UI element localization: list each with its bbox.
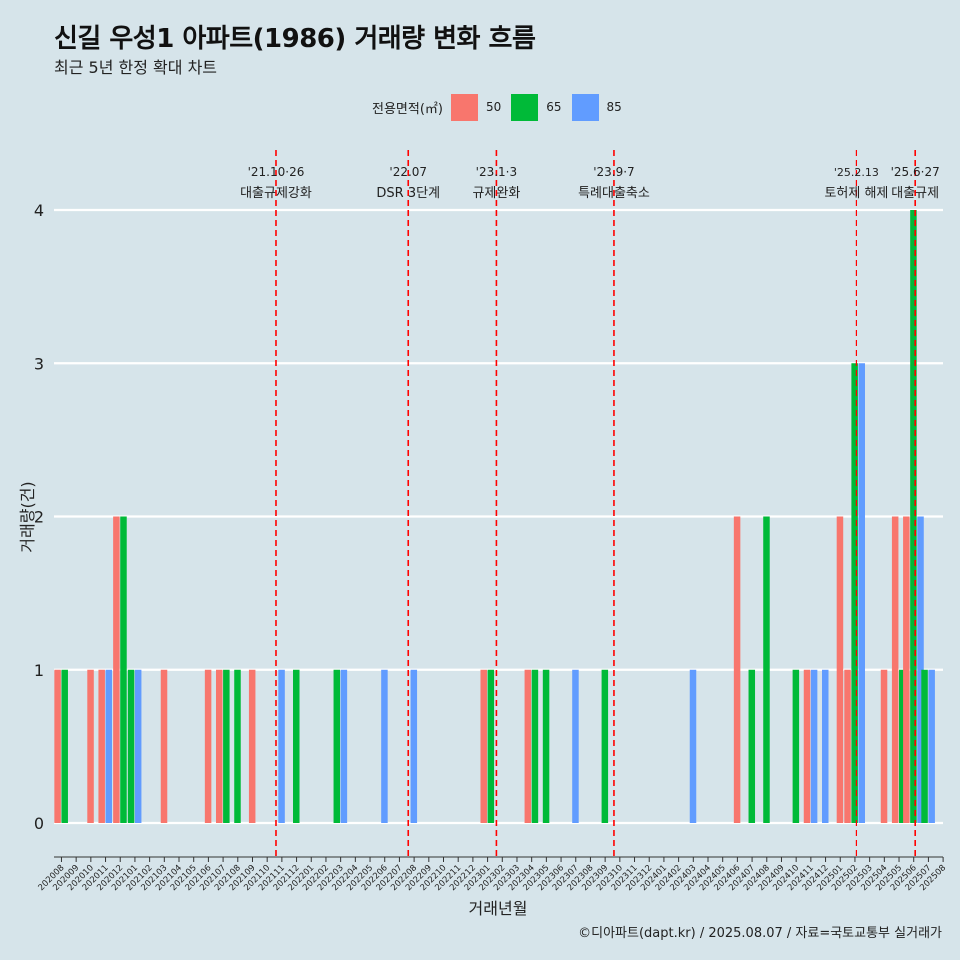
bar-85-202111 <box>278 669 285 823</box>
y-tick-label-3: 3 <box>34 354 44 373</box>
bar-50-202012 <box>113 516 120 823</box>
bar-50-202011 <box>98 669 105 823</box>
y-tick-label-4: 4 <box>34 201 44 220</box>
bar-50-202107 <box>215 669 223 823</box>
bar-85-202307 <box>572 669 579 823</box>
event-label-0: 대출규제강화 <box>240 186 312 201</box>
y-tick-label-2: 2 <box>34 508 44 527</box>
y-tick-label-0: 0 <box>34 814 44 833</box>
bar-50-202504 <box>880 669 888 823</box>
bar-50-202010 <box>87 669 94 823</box>
bar-85-202502 <box>858 363 865 823</box>
bar-65-202502 <box>851 363 858 823</box>
chart-title: 신길 우성1 아파트(1986) 거래량 변화 흐름 <box>54 24 536 54</box>
event-label-4: 토허제 해제 <box>824 186 888 201</box>
x-axis-title: 거래년월 <box>469 899 528 918</box>
bar-65-202107 <box>223 669 230 823</box>
legend-swatch-65 <box>511 93 539 121</box>
bar-65-202408 <box>763 516 770 823</box>
bar-65-202108 <box>234 669 241 823</box>
legend-item-85: 85 <box>571 93 626 121</box>
bar-50-202109 <box>248 669 256 823</box>
bar-65-202101 <box>127 669 135 823</box>
bar-50-202506 <box>903 516 910 823</box>
bar-50-202411 <box>803 669 811 823</box>
legend-title: 전용면적(㎡) <box>372 101 443 117</box>
legend-label-85: 85 <box>606 100 622 114</box>
y-tick-label-1: 1 <box>34 661 44 680</box>
event-date-5: '25.6·27 <box>891 165 940 179</box>
event-date-0: '21.10·26 <box>248 165 305 179</box>
bar-65-202506 <box>910 210 917 823</box>
legend: 전용면적(㎡) 50 65 85 <box>372 92 632 122</box>
legend-label-50: 50 <box>485 100 502 114</box>
bar-50-202502 <box>844 669 851 823</box>
event-date-3: '23.9·7 <box>593 165 634 179</box>
bar-50-202304 <box>524 669 532 823</box>
bar-50-202501 <box>836 516 844 823</box>
event-date-4: '25.2.13 <box>834 166 879 179</box>
event-label-5: 대출규제 <box>891 186 939 201</box>
event-label-2: 규제완화 <box>472 186 520 201</box>
bar-85-202507 <box>928 669 935 823</box>
bar-50-202301 <box>480 669 487 823</box>
event-label-1: DSR 3단계 <box>376 186 440 201</box>
legend-swatch-85 <box>571 93 599 121</box>
chart-subtitle: 최근 5년 한정 확대 차트 <box>54 58 218 77</box>
bar-65-202505 <box>899 669 906 823</box>
bar-50-202505 <box>891 516 899 823</box>
bar-65-202410 <box>792 669 800 823</box>
bar-85-202208 <box>410 669 418 823</box>
bar-65-202304 <box>531 669 539 823</box>
bar-85-202506 <box>917 516 924 823</box>
bar-85-202011 <box>105 669 113 823</box>
event-date-1: '22.07 <box>389 165 427 179</box>
bar-65-202301 <box>487 669 495 823</box>
legend-item-50: 50 <box>450 93 505 121</box>
bar-65-202008 <box>61 669 68 823</box>
bar-50-202008 <box>54 669 61 823</box>
bar-65-202203 <box>333 669 341 823</box>
bar-85-202203 <box>340 669 348 823</box>
bar-65-202112 <box>293 669 300 823</box>
legend-label-65: 65 <box>546 100 562 114</box>
bar-85-202101 <box>134 669 142 823</box>
bar-65-202507 <box>921 669 928 823</box>
bar-85-202411 <box>810 669 818 823</box>
bar-85-202403 <box>689 669 697 823</box>
bar-65-202407 <box>748 669 756 823</box>
bar-65-202012 <box>120 516 127 823</box>
bar-85-202412 <box>822 669 829 823</box>
legend-swatch-50 <box>450 93 478 121</box>
bar-50-202406 <box>733 516 741 823</box>
source-caption: ©디아파트(dapt.kr) / 2025.08.07 / 자료=국토교통부 실… <box>578 926 942 941</box>
bar-65-202309 <box>601 669 609 823</box>
bar-85-202206 <box>381 669 388 823</box>
bar-65-202305 <box>542 669 550 823</box>
bar-50-202106 <box>204 669 212 823</box>
event-label-3: 특례대출축소 <box>578 186 650 201</box>
y-axis-title: 거래량(건) <box>18 481 37 552</box>
legend-item-65: 65 <box>511 93 565 121</box>
bar-50-202103 <box>160 669 168 823</box>
event-date-2: '23.1·3 <box>476 165 517 179</box>
